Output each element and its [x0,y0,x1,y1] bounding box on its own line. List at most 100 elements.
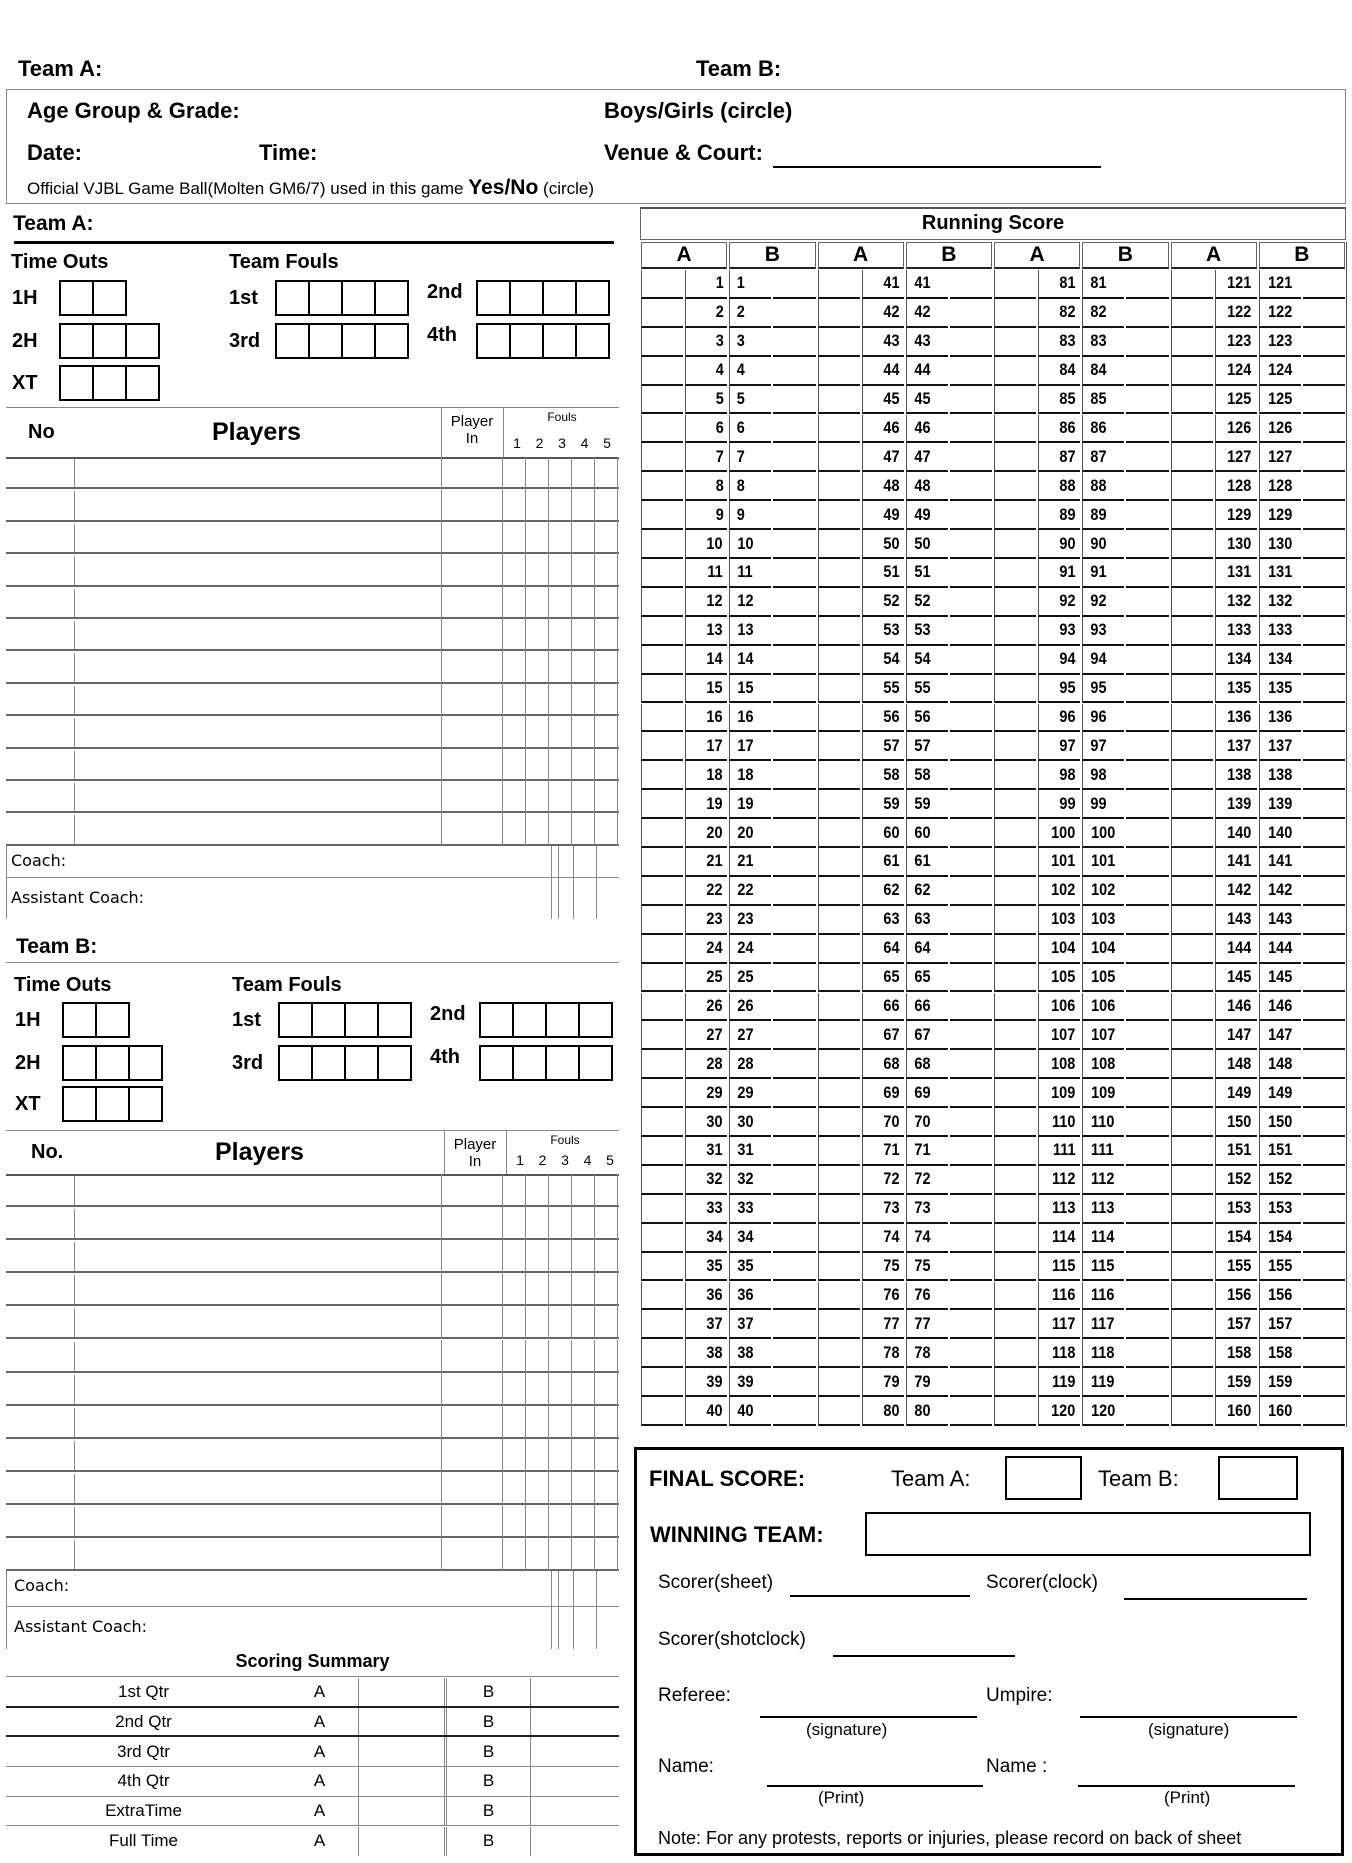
running-score-mark-cell[interactable] [1302,1108,1345,1137]
player-foul-cell[interactable] [549,1306,572,1340]
running-score-mark-cell[interactable] [994,934,1037,964]
running-score-mark-cell[interactable] [773,1108,816,1137]
running-score-number-cell[interactable]: 132 [1258,587,1301,617]
running-score-number-cell[interactable]: 137 [1258,732,1301,762]
running-score-mark-cell[interactable] [949,357,992,386]
running-score-number-cell[interactable]: 58 [861,761,904,791]
player-foul-cell[interactable] [549,554,572,587]
running-score-mark-cell[interactable] [817,1194,860,1224]
running-score-mark-cell[interactable] [817,414,860,444]
running-score-mark-cell[interactable] [641,1165,684,1195]
team-foul-box[interactable] [509,323,544,359]
running-score-mark-cell[interactable] [1170,1079,1213,1109]
running-score-number-cell[interactable]: 43 [861,327,904,357]
running-score-mark-cell[interactable] [773,732,816,762]
player-in-cell[interactable] [441,1438,503,1472]
running-score-number-cell[interactable]: 65 [905,963,948,993]
running-score-number-cell[interactable]: 3 [729,327,772,357]
running-score-number-cell[interactable]: 138 [1258,761,1301,791]
running-score-mark-cell[interactable] [817,790,860,820]
running-score-number-cell[interactable]: 31 [685,1137,728,1166]
running-score-mark-cell[interactable] [641,848,684,877]
running-score-mark-cell[interactable] [949,1050,992,1080]
player-name-cell[interactable] [74,588,441,617]
running-score-mark-cell[interactable] [773,443,816,473]
player-foul-cell[interactable] [595,1372,618,1406]
running-score-number-cell[interactable]: 129 [1258,501,1301,531]
running-score-number-cell[interactable]: 111 [1082,1137,1125,1166]
running-score-mark-cell[interactable] [1170,414,1213,444]
running-score-number-cell[interactable]: 68 [861,1050,904,1080]
running-score-number-cell[interactable]: 158 [1258,1339,1301,1369]
player-foul-cell[interactable] [526,1471,549,1505]
running-score-number-cell[interactable]: 45 [905,385,948,415]
player-number-cell[interactable] [6,686,72,714]
running-score-mark-cell[interactable] [994,443,1037,473]
running-score-number-cell[interactable]: 6 [685,414,728,444]
player-number-cell[interactable] [6,1474,72,1503]
player-foul-cell[interactable] [549,1240,572,1274]
assistant-coach-row[interactable] [6,1607,619,1649]
running-score-mark-cell[interactable] [994,703,1037,733]
running-score-number-cell[interactable]: 141 [1258,848,1301,877]
summary-team-a-score[interactable] [358,1796,447,1826]
running-score-mark-cell[interactable] [1170,1108,1213,1137]
running-score-mark-cell[interactable] [773,1195,816,1224]
player-foul-cell[interactable] [549,1505,572,1539]
player-name-cell[interactable] [74,685,441,715]
running-score-mark-cell[interactable] [1302,1079,1345,1109]
player-foul-cell[interactable] [526,1438,549,1472]
running-score-mark-cell[interactable] [817,819,860,848]
running-score-number-cell[interactable]: 104 [1082,934,1125,964]
running-score-mark-cell[interactable] [994,1021,1037,1051]
running-score-mark-cell[interactable] [994,1397,1037,1426]
running-score-number-cell[interactable]: 32 [729,1165,772,1195]
running-score-mark-cell[interactable] [1302,848,1345,877]
player-in-cell[interactable] [441,1538,503,1572]
running-score-mark-cell[interactable] [1126,675,1169,704]
running-score-number-cell[interactable]: 82 [1038,298,1081,328]
running-score-mark-cell[interactable] [1302,1339,1345,1369]
running-score-number-cell[interactable]: 47 [861,443,904,473]
running-score-mark-cell[interactable] [949,1137,992,1166]
player-name-cell[interactable] [74,1440,441,1470]
player-foul-cell[interactable] [595,1339,618,1373]
player-foul-cell[interactable] [503,586,526,619]
running-score-mark-cell[interactable] [1170,1137,1213,1166]
running-score-mark-cell[interactable] [773,1253,816,1282]
running-score-mark-cell[interactable] [1302,935,1345,964]
running-score-mark-cell[interactable] [949,270,992,299]
running-score-mark-cell[interactable] [949,906,992,935]
player-foul-cell[interactable] [572,1372,595,1406]
running-score-mark-cell[interactable] [817,1050,860,1080]
running-score-mark-cell[interactable] [1126,1050,1169,1080]
player-in-cell[interactable] [441,457,503,490]
player-number-cell[interactable] [6,1375,72,1404]
running-score-mark-cell[interactable] [1302,964,1345,993]
running-score-mark-cell[interactable] [949,299,992,328]
running-score-number-cell[interactable]: 15 [729,674,772,704]
player-foul-cell[interactable] [549,489,572,522]
running-score-number-cell[interactable]: 10 [685,530,728,559]
running-score-number-cell[interactable]: 22 [729,876,772,906]
running-score-number-cell[interactable]: 143 [1258,905,1301,935]
running-score-mark-cell[interactable] [949,1195,992,1224]
player-foul-cell[interactable] [595,1174,618,1208]
running-score-mark-cell[interactable] [994,1339,1037,1369]
running-score-number-cell[interactable]: 125 [1258,385,1301,415]
running-score-mark-cell[interactable] [1170,819,1213,848]
team-foul-box[interactable] [578,1002,613,1038]
running-score-mark-cell[interactable] [1170,1223,1213,1253]
running-score-mark-cell[interactable] [773,270,816,299]
running-score-mark-cell[interactable] [641,1079,684,1109]
running-score-number-cell[interactable]: 126 [1258,414,1301,444]
running-score-mark-cell[interactable] [773,646,816,675]
running-score-mark-cell[interactable] [1302,819,1345,848]
running-score-number-cell[interactable]: 159 [1258,1368,1301,1398]
running-score-mark-cell[interactable] [994,645,1037,675]
player-in-cell[interactable] [441,1405,503,1439]
running-score-mark-cell[interactable] [817,385,860,415]
player-name-cell[interactable] [74,1242,441,1272]
running-score-mark-cell[interactable] [641,1021,684,1051]
scorer-shotclock-line[interactable] [833,1655,1015,1657]
